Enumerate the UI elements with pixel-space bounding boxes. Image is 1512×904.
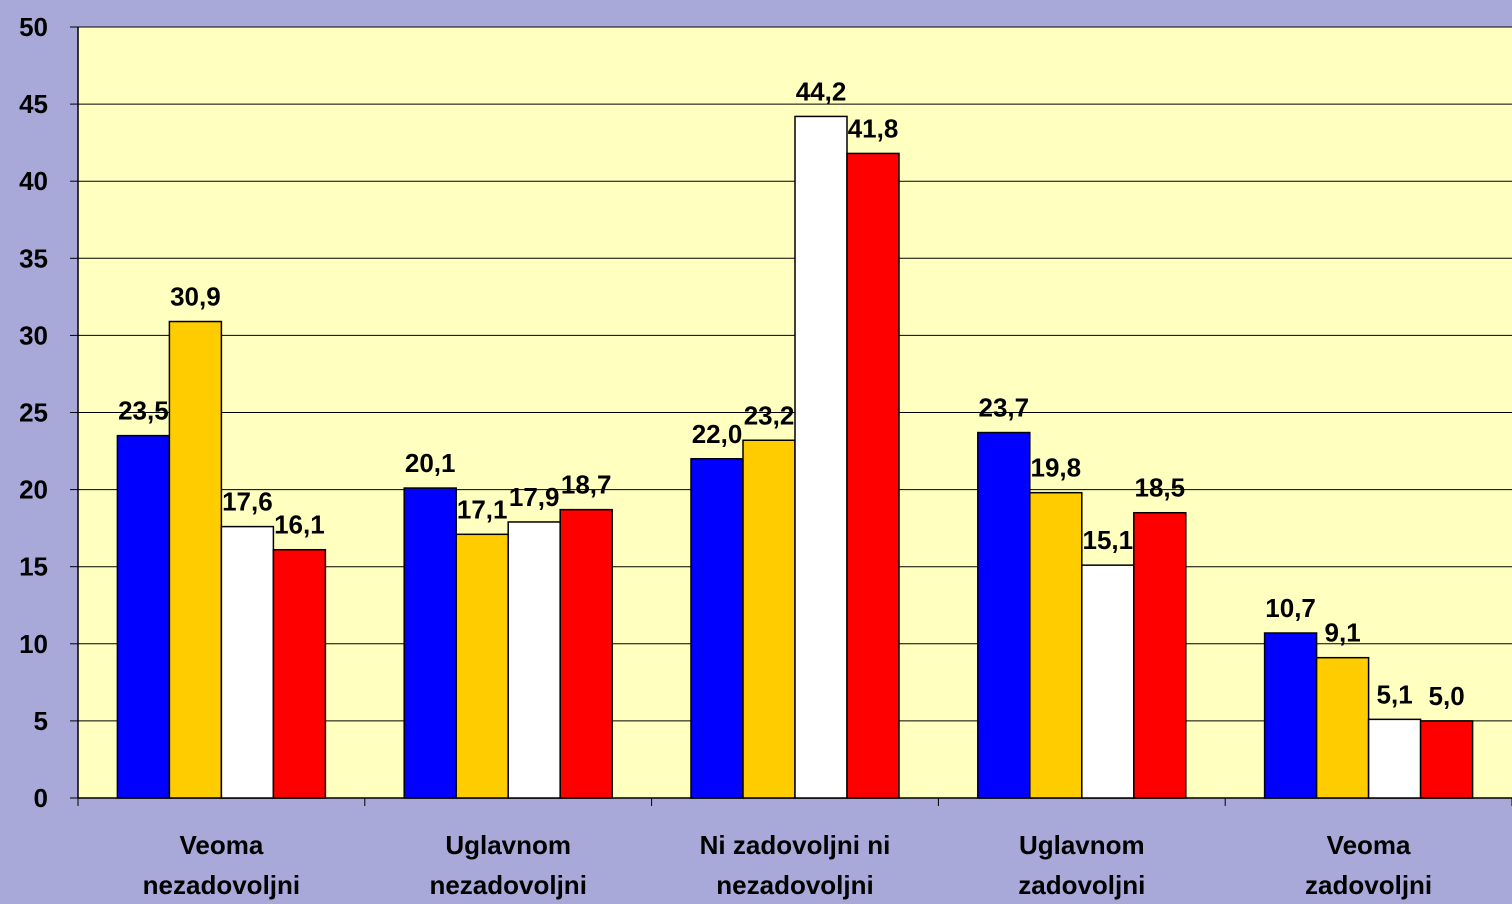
y-tick-label: 35 [19, 243, 48, 273]
x-tick-label: Uglavnom [1019, 830, 1145, 860]
x-tick-label: zadovoljni [1305, 870, 1432, 900]
bar [742, 439, 796, 799]
bar [1419, 720, 1474, 799]
x-tick-label: nezadovoljni [429, 870, 586, 900]
bar [794, 115, 848, 799]
value-label: 18,7 [561, 470, 612, 500]
value-label: 23,2 [744, 400, 795, 430]
y-tick-label: 10 [19, 629, 48, 659]
value-label: 15,1 [1082, 525, 1133, 555]
bar [1367, 718, 1422, 799]
y-tick-label: 5 [34, 706, 48, 736]
value-label: 23,7 [978, 393, 1029, 423]
bar [1133, 511, 1187, 799]
x-tick-label: Veoma [1327, 830, 1411, 860]
bar [455, 533, 509, 799]
bar [1029, 491, 1083, 799]
value-label: 10,7 [1265, 593, 1316, 623]
value-label: 44,2 [796, 76, 847, 106]
value-label: 23,5 [118, 396, 169, 426]
value-label: 19,8 [1030, 453, 1081, 483]
y-tick-label: 15 [19, 552, 48, 582]
x-tick-label: nezadovoljni [143, 870, 300, 900]
bar [846, 152, 900, 799]
value-label: 5,0 [1429, 681, 1465, 711]
y-tick-label: 0 [34, 783, 48, 813]
value-label: 17,9 [509, 482, 560, 512]
bar [1315, 656, 1370, 799]
value-label: 41,8 [848, 113, 899, 143]
value-label: 22,0 [692, 419, 743, 449]
bar [1081, 564, 1135, 799]
bar [559, 508, 613, 799]
y-tick-label: 45 [19, 89, 48, 119]
x-tick-label: zadovoljni [1018, 870, 1145, 900]
y-tick-label: 40 [19, 166, 48, 196]
value-label: 17,1 [457, 494, 508, 524]
y-tick-label: 50 [19, 12, 48, 42]
bar [690, 458, 744, 799]
x-tick-label: nezadovoljni [716, 870, 873, 900]
bar [507, 521, 561, 799]
value-label: 18,5 [1134, 473, 1185, 503]
value-label: 17,6 [222, 487, 273, 517]
y-tick-label: 30 [19, 320, 48, 350]
y-tick-label: 20 [19, 475, 48, 505]
value-label: 16,1 [274, 510, 325, 540]
bar [977, 431, 1031, 799]
bar [403, 487, 457, 799]
bar [272, 548, 327, 799]
x-tick-label: Uglavnom [445, 830, 571, 860]
bar [116, 434, 171, 799]
value-label: 30,9 [170, 282, 221, 312]
x-tick-label: Veoma [179, 830, 263, 860]
bar [168, 320, 223, 799]
value-label: 5,1 [1377, 679, 1413, 709]
bar [1263, 632, 1318, 799]
x-tick-label: Ni zadovoljni ni [700, 830, 891, 860]
bar [220, 525, 275, 799]
value-label: 9,1 [1325, 618, 1361, 648]
value-label: 20,1 [405, 448, 456, 478]
y-tick-label: 25 [19, 398, 48, 428]
